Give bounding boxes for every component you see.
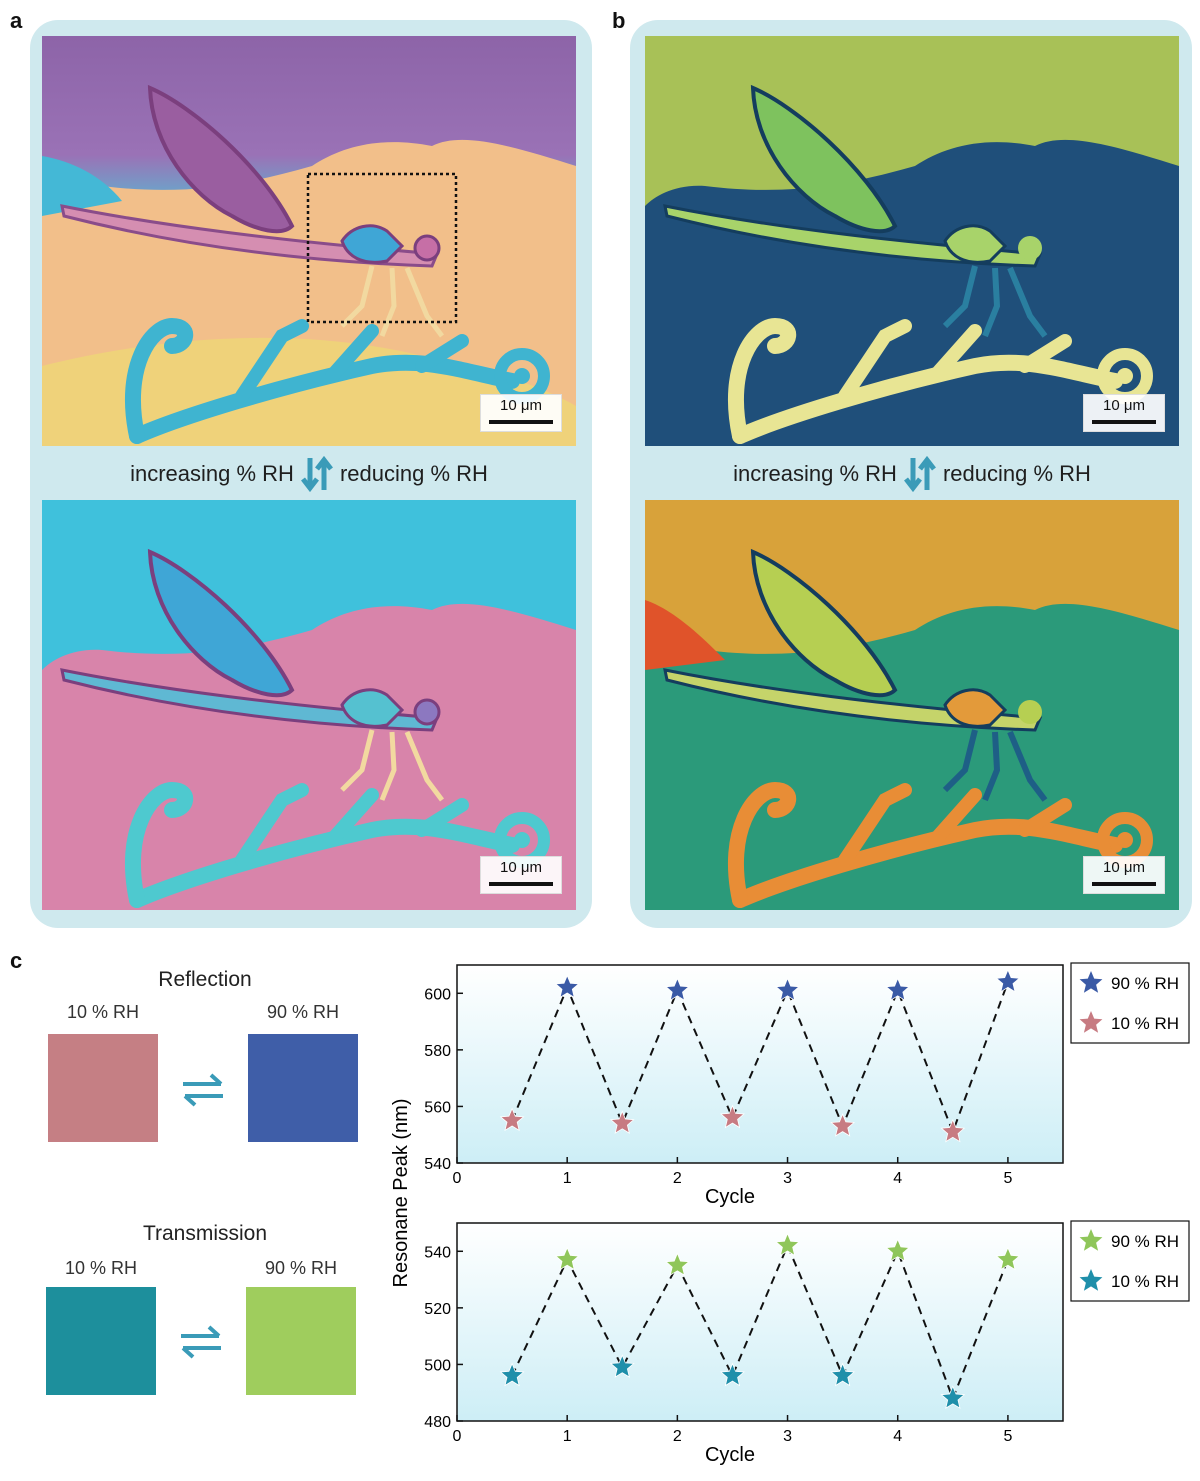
x-tick-label: 5 — [1003, 1170, 1012, 1187]
transmission-left-label: 10 % RH — [64, 1258, 138, 1278]
y-axis-label: Resonane Peak (nm) — [390, 1099, 412, 1288]
data-point — [885, 977, 911, 1002]
x-tick-label: 1 — [563, 1170, 572, 1187]
increasing-rh-label: increasing % RH — [130, 461, 294, 486]
x-tick-label: 3 — [783, 1170, 792, 1187]
data-point — [995, 968, 1021, 993]
reducing-rh-label: reducing % RH — [942, 461, 1091, 486]
x-axis-label: Cycle — [705, 1444, 755, 1466]
data-point — [499, 1362, 525, 1387]
x-tick-label: 3 — [783, 1428, 792, 1445]
data-point — [830, 1113, 855, 1137]
data-point — [720, 1362, 745, 1387]
data-point — [720, 1104, 745, 1129]
plot-area — [456, 1222, 1064, 1422]
swap-arrows-icon — [183, 1073, 223, 1107]
y-tick-label: 480 — [424, 1414, 451, 1431]
dashed-connector — [511, 981, 1009, 1135]
scale-bar-label: 10 μm — [1103, 859, 1145, 876]
up-down-arrows-icon — [903, 455, 936, 493]
panel-label-c: c — [10, 948, 23, 973]
transmission-title: Transmission — [142, 1222, 268, 1245]
x-tick-label: 2 — [673, 1170, 682, 1187]
scale-bar-b-bottom: 10 μm — [1083, 856, 1165, 894]
data-point — [665, 1252, 690, 1276]
legend-label: 10 % RH — [1111, 1014, 1179, 1033]
reflection-title: Reflection — [158, 968, 252, 991]
data-point — [554, 974, 580, 999]
y-tick-label: 560 — [424, 1099, 451, 1116]
transmission-low-rh-swatch — [46, 1287, 156, 1395]
x-axis-label: Cycle — [705, 1186, 755, 1208]
transmission-high-rh-swatch — [246, 1287, 356, 1395]
x-tick-label: 5 — [1003, 1428, 1012, 1445]
data-point — [830, 1362, 855, 1387]
y-tick-label: 580 — [424, 1043, 451, 1060]
legend-marker — [1079, 1229, 1103, 1251]
panel-b-rh-switch: increasing % RH reducing % RH — [645, 454, 1179, 494]
panel-a-micrograph-high-rh — [42, 500, 576, 910]
up-down-arrows-icon — [300, 455, 333, 493]
chart-2: 0 1 2 3 4 5 480 500 520 540 Cycle 90 % RH 10 % RH — [424, 1220, 1190, 1466]
panel-a-micrograph-low-rh — [42, 36, 576, 446]
y-tick-label: 500 — [424, 1357, 451, 1374]
legend-marker — [1079, 1269, 1103, 1291]
y-tick-label: 540 — [424, 1244, 451, 1261]
scale-bar-a-bottom: 10 μm — [480, 856, 562, 894]
reducing-rh-label: reducing % RH — [339, 461, 488, 486]
scale-bar-label: 10 μm — [500, 859, 542, 876]
data-point — [940, 1385, 966, 1409]
legend-label: 90 % RH — [1111, 1232, 1179, 1251]
data-point — [940, 1118, 966, 1143]
increasing-rh-label: increasing % RH — [733, 461, 897, 486]
transmission-right-label: 90 % RH — [264, 1258, 338, 1278]
data-point — [499, 1107, 525, 1132]
panel-label-a: a — [10, 8, 23, 33]
reflection-left-label: 10 % RH — [66, 1002, 140, 1022]
x-tick-label: 4 — [893, 1170, 902, 1187]
x-tick-label: 1 — [563, 1428, 572, 1445]
x-tick-label: 0 — [453, 1428, 462, 1445]
x-tick-label: 0 — [453, 1170, 462, 1187]
panel-a-rh-switch: increasing % RH reducing % RH — [42, 454, 576, 494]
scale-bar-label: 10 μm — [1103, 397, 1145, 414]
data-point — [775, 977, 800, 1002]
data-point — [609, 1110, 635, 1134]
legend-marker — [1079, 1011, 1103, 1033]
plot-area — [456, 964, 1064, 1164]
panel-b-micrograph-high-rh — [645, 500, 1179, 910]
panel-b-micrograph-low-rh — [645, 36, 1179, 446]
swap-arrows-icon — [181, 1325, 221, 1359]
legend-label: 10 % RH — [1111, 1272, 1179, 1291]
scale-bar-label: 10 μm — [500, 397, 542, 414]
x-tick-label: 2 — [673, 1428, 682, 1445]
chart-1: 0 1 2 3 4 5 540 560 580 600 Cycle 90 % RH 10 % RH — [424, 962, 1190, 1208]
scale-bar-b-top: 10 μm — [1083, 394, 1165, 432]
data-point — [775, 1232, 800, 1257]
y-tick-label: 540 — [424, 1156, 451, 1173]
data-point — [885, 1238, 911, 1262]
data-point — [609, 1354, 635, 1378]
y-tick-label: 520 — [424, 1301, 451, 1318]
y-tick-label: 600 — [424, 986, 451, 1003]
data-point — [554, 1246, 580, 1271]
reflection-right-label: 90 % RH — [266, 1002, 340, 1022]
scale-bar-a-top: 10 μm — [480, 394, 562, 432]
reflection-low-rh-swatch — [48, 1034, 158, 1142]
dashed-connector — [511, 1243, 1009, 1402]
data-point — [665, 977, 690, 1002]
legend-label: 90 % RH — [1111, 974, 1179, 993]
data-point — [995, 1246, 1021, 1271]
x-tick-label: 4 — [893, 1428, 902, 1445]
panel-label-b: b — [612, 8, 626, 33]
resonance-peak-charts: 0 1 2 3 4 5 540 560 580 600 Cycle 90 % RH 10 % RH 0 1 2… — [390, 962, 1190, 1466]
legend-marker — [1079, 971, 1103, 993]
reflection-high-rh-swatch — [248, 1034, 358, 1142]
